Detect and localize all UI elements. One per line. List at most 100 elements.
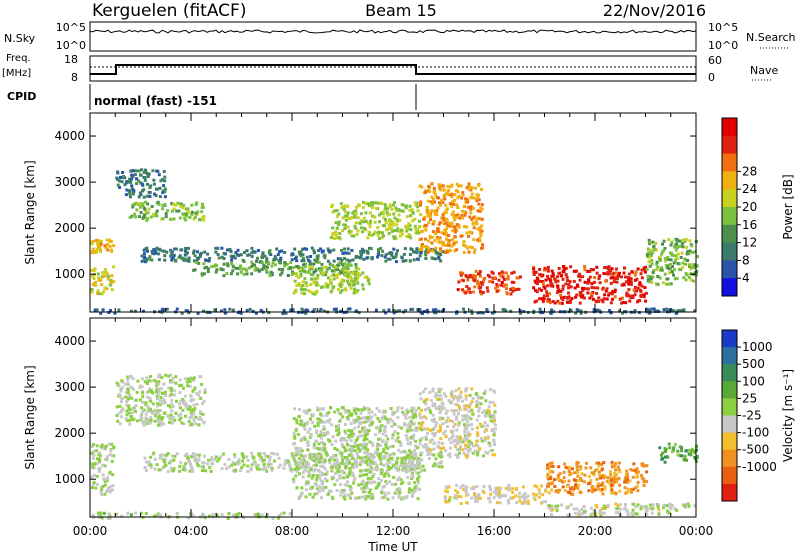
velocity-cell [533,484,537,488]
velocity-cell [672,447,675,451]
power-cell [116,177,120,181]
velocity-cell [303,435,307,439]
velocity-cell [518,495,522,499]
velocity-cell [95,474,99,478]
power-cell [551,284,555,288]
velocity-cell [476,444,480,448]
power-cell [472,206,475,210]
power-cell [424,245,428,249]
velocity-cell [304,482,308,486]
power-cell [350,216,354,219]
velocity-cell [665,504,669,508]
power-cell [601,286,605,290]
power-cell [253,263,256,267]
power-cell [340,278,344,282]
power-cell [463,213,467,217]
power-cell [376,233,380,236]
power-cell [656,275,660,278]
velocity-cell [181,408,185,412]
velocity-cell [291,454,295,458]
velocity-cell [487,441,491,445]
power-cell [446,184,450,188]
velocity-cell [250,463,254,467]
velocity-cell [597,470,601,474]
velocity-cell [362,405,366,409]
power-cell [137,169,141,173]
velocity-cell [357,483,361,487]
power-cell [222,257,226,260]
velocity-cell [477,409,481,413]
power-cell [639,272,643,276]
velocity-cell [367,470,371,474]
power-cell [445,234,449,238]
velocity-cell [405,408,409,412]
velocity-cell [250,451,254,455]
power-cell [687,263,691,267]
power-cell [430,182,434,186]
velocity-cell [664,455,667,459]
power-cell [475,222,479,226]
velocity-cell [497,493,501,497]
velocity-cell [454,489,458,493]
power-cell [356,276,360,279]
velocity-cell [348,487,352,491]
velocity-cell [386,437,390,441]
power-cell [441,241,445,245]
velocity-cell [320,465,324,469]
velocity-cell [264,454,268,458]
power-cell [335,273,338,277]
velocity-cell [494,492,498,496]
velocity-cell [470,408,474,412]
power-cell [147,257,151,261]
power-cell [400,209,404,213]
power-cell [532,271,536,275]
power-cell [308,268,312,272]
power-cell [315,289,319,293]
velocity-cell [162,460,166,464]
velocity-cell [437,452,441,456]
velocity-cell [369,463,373,467]
velocity-cell [396,436,400,440]
power-cell [480,188,484,191]
power-cell [349,230,353,234]
power-cell [362,257,366,261]
velocity-cell [562,476,566,480]
velocity-cell [577,510,581,514]
velocity-cell [189,408,193,412]
velocity-cell [252,461,256,465]
velocity-cell [284,461,288,464]
velocity-cell [483,436,487,440]
power-cell [418,308,422,312]
velocity-cell [344,431,348,435]
velocity-cell [673,442,677,446]
velocity-cell [319,452,323,456]
power-cell [613,277,617,280]
velocity-cell [425,449,429,453]
velocity-cell [266,455,270,459]
velocity-cell [408,449,411,453]
velocity-cell [110,442,114,446]
velocity-cell [521,485,525,489]
velocity-cell [195,453,199,457]
power-cell [578,291,582,295]
power-cell [651,271,655,275]
velocity-cell [192,376,196,380]
velocity-cell [198,410,202,414]
power-cell [305,247,309,251]
velocity-cell [643,464,647,468]
power-cell [97,244,100,248]
power-cell [455,248,459,252]
velocity-cell [401,457,404,461]
velocity-cell [342,438,346,442]
power-cell [225,248,229,252]
velocity-cell [310,453,314,457]
velocity-cell [227,465,231,469]
velocity-cell [104,458,107,462]
power-cell [634,270,638,274]
velocity-cell [220,467,224,471]
velocity-cell [391,436,394,440]
power-cell [627,288,631,292]
velocity-cell [322,433,326,437]
